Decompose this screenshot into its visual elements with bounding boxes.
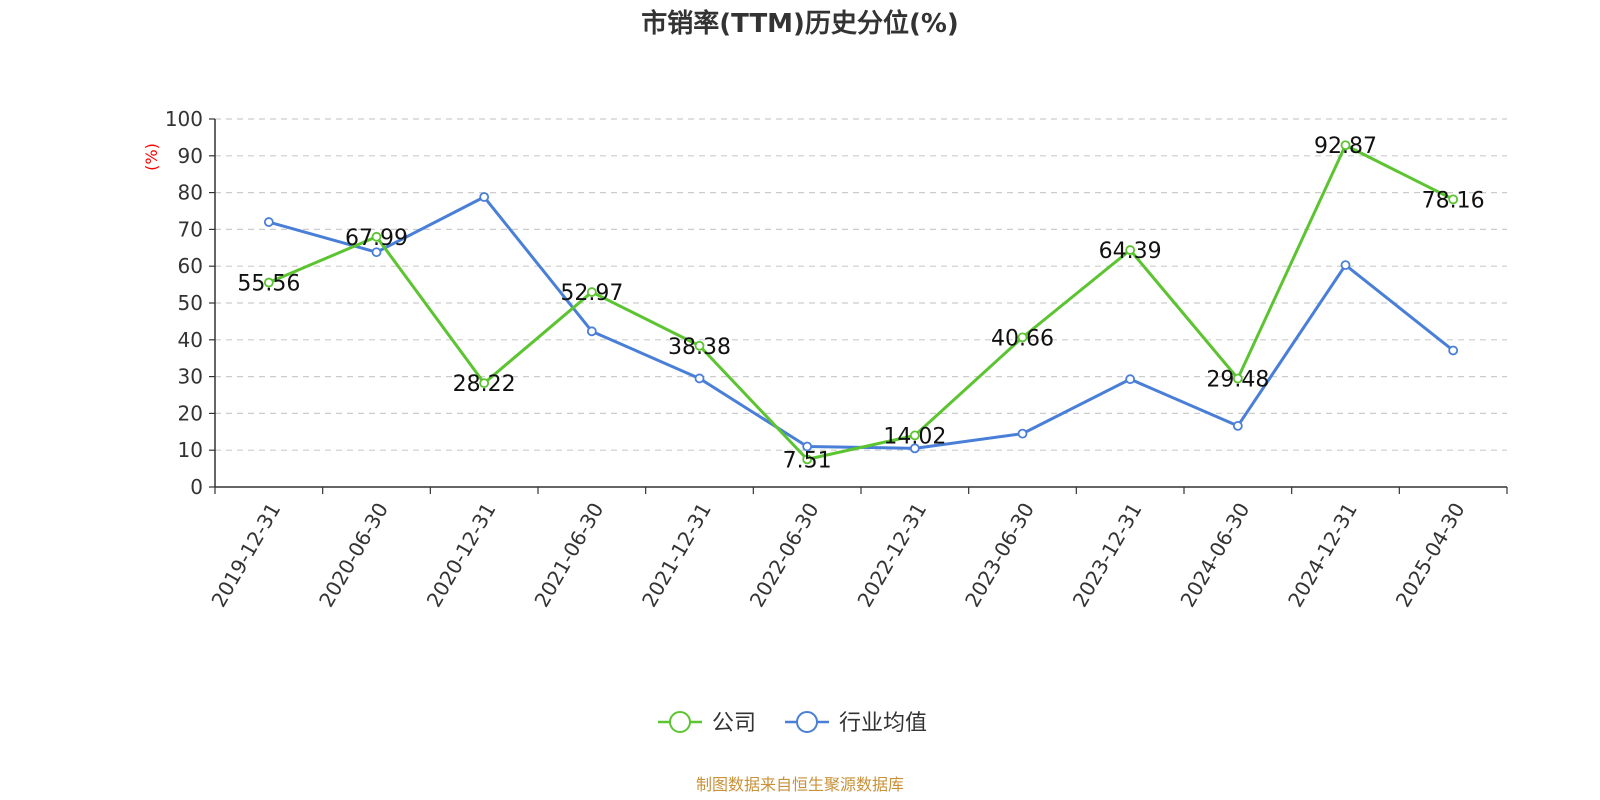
data-point[interactable] xyxy=(371,247,382,258)
y-tick-label: 50 xyxy=(178,291,203,315)
data-point[interactable] xyxy=(1232,373,1243,384)
y-tick-label: 100 xyxy=(165,107,203,131)
y-tick-label: 0 xyxy=(190,475,203,499)
x-axis-ticks: 2019-12-31 2020-06-30 2020-12-31 2021-06-30… xyxy=(206,487,1508,612)
data-point[interactable] xyxy=(1340,260,1351,270)
data-label: 40.66 xyxy=(991,326,1054,351)
data-label: 38.38 xyxy=(668,335,731,360)
x-tick-label: 2021-06-30 xyxy=(529,499,608,612)
data-point[interactable] xyxy=(1017,428,1028,439)
data-labels: 55.56 67.99 28.22 52.97 38.38 7.51 14.02 40.66 6… xyxy=(237,134,1484,473)
y-tick-label: 90 xyxy=(178,144,203,168)
x-tick-label: 2023-12-31 xyxy=(1068,499,1147,612)
data-label: 64.39 xyxy=(1099,239,1162,264)
data-label: 78.16 xyxy=(1422,188,1485,213)
legend-item-行业均值[interactable]: 行业均值 xyxy=(785,711,927,736)
series-line xyxy=(268,143,1454,461)
data-point[interactable] xyxy=(586,326,597,337)
data-point[interactable] xyxy=(694,373,705,384)
data-point[interactable] xyxy=(371,231,382,242)
data-point[interactable] xyxy=(263,277,274,288)
data-point[interactable] xyxy=(1340,140,1351,151)
data-label: 52.97 xyxy=(560,281,623,306)
data-point[interactable] xyxy=(263,217,274,227)
y-axis-ticks: 0 10 20 30 40 50 60 70 80 90 100 xyxy=(165,107,215,499)
x-tick-label: 2021-12-31 xyxy=(637,499,716,612)
data-label: 29.48 xyxy=(1206,368,1269,393)
source-note: 制图数据来自恒生聚源数据库 xyxy=(696,775,904,794)
data-point[interactable] xyxy=(479,192,490,202)
data-point[interactable] xyxy=(802,441,813,452)
series-行业均值 xyxy=(263,192,1459,454)
data-point[interactable] xyxy=(1448,345,1459,356)
axes xyxy=(214,119,1507,488)
y-tick-label: 10 xyxy=(178,438,203,462)
data-label: 7.51 xyxy=(783,448,832,473)
chart-title: 市销率(TTM)历史分位(%) xyxy=(641,8,959,39)
series-公司 xyxy=(263,140,1459,465)
data-point[interactable] xyxy=(479,378,490,389)
data-point[interactable] xyxy=(694,340,705,351)
data-point[interactable] xyxy=(1448,194,1459,205)
x-tick-label: 2023-06-30 xyxy=(960,499,1039,612)
legend-marker xyxy=(796,711,818,733)
legend-label: 公司 xyxy=(712,711,756,736)
legend-marker xyxy=(669,711,691,733)
legend[interactable]: 公司 行业均值 xyxy=(658,711,927,736)
x-tick-label: 2020-12-31 xyxy=(422,498,501,611)
data-point[interactable] xyxy=(802,454,813,465)
data-point[interactable] xyxy=(909,443,920,454)
gridlines xyxy=(215,118,1507,451)
legend-label: 行业均值 xyxy=(839,711,927,736)
x-tick-label: 2024-06-30 xyxy=(1175,499,1254,612)
y-tick-label: 60 xyxy=(178,254,203,278)
y-tick-label: 40 xyxy=(178,328,203,352)
series-layer xyxy=(263,140,1459,465)
y-tick-label: 70 xyxy=(178,217,203,241)
y-tick-label: 30 xyxy=(178,365,203,389)
x-tick-label: 2024-12-31 xyxy=(1283,499,1362,612)
y-axis-unit: (%) xyxy=(142,143,161,171)
data-point[interactable] xyxy=(1125,245,1136,255)
data-point[interactable] xyxy=(1017,332,1028,343)
legend-item-公司[interactable]: 公司 xyxy=(658,711,756,736)
x-tick-label: 2022-12-31 xyxy=(852,498,931,611)
data-point[interactable] xyxy=(1232,421,1243,431)
data-label: 92.87 xyxy=(1314,134,1377,159)
data-label: 14.02 xyxy=(883,424,946,449)
data-label: 28.22 xyxy=(453,372,516,397)
data-point[interactable] xyxy=(909,430,920,441)
y-tick-label: 20 xyxy=(178,401,203,425)
data-point[interactable] xyxy=(586,287,597,297)
data-point[interactable] xyxy=(1125,374,1136,385)
data-label: 67.99 xyxy=(345,226,408,251)
x-tick-label: 2025-04-30 xyxy=(1391,499,1470,612)
series-line xyxy=(268,195,1455,450)
data-label: 55.56 xyxy=(237,272,300,297)
x-tick-label: 2019-12-31 xyxy=(206,499,285,612)
y-tick-label: 80 xyxy=(178,181,203,205)
x-tick-label: 2022-06-30 xyxy=(745,499,824,612)
x-tick-label: 2020-06-30 xyxy=(314,499,393,612)
